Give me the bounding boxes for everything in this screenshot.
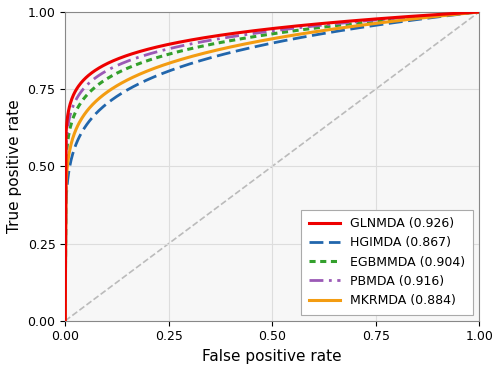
Legend: GLNMDA (0.926), HGIMDA (0.867), EGBMMDA (0.904), PBMDA (0.916), MKRMDA (0.884): GLNMDA (0.926), HGIMDA (0.867), EGBMMDA … [302, 210, 473, 315]
X-axis label: False positive rate: False positive rate [202, 349, 342, 364]
Y-axis label: True positive rate: True positive rate [7, 99, 22, 233]
